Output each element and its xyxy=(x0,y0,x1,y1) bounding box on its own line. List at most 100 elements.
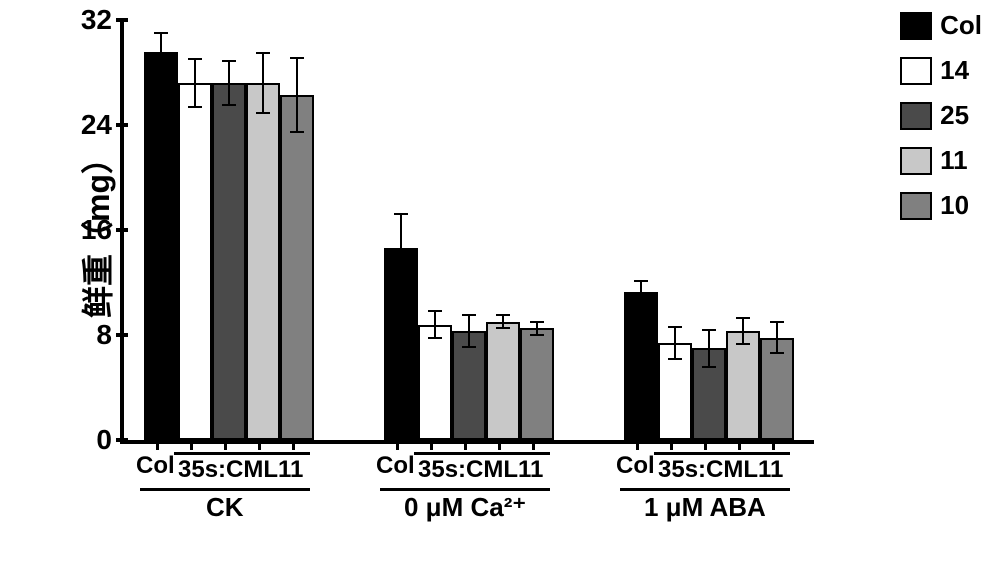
error-cap xyxy=(496,327,510,329)
error-bar xyxy=(640,281,642,302)
x-tick-mark xyxy=(258,440,261,450)
treatment-bracket xyxy=(620,488,790,491)
x-col-label: Col xyxy=(136,452,175,480)
error-cap xyxy=(428,310,442,312)
bars-layer xyxy=(124,20,814,440)
y-tick-label: 0 xyxy=(96,424,112,456)
legend-label: 14 xyxy=(940,55,969,86)
bar xyxy=(486,322,520,440)
error-cap xyxy=(530,321,544,323)
error-cap xyxy=(702,329,716,331)
error-cap xyxy=(634,301,648,303)
legend-swatch xyxy=(900,12,932,40)
legend: Col 14 25 11 10 xyxy=(900,10,982,235)
error-cap xyxy=(736,343,750,345)
legend-swatch xyxy=(900,147,932,175)
error-cap xyxy=(702,366,716,368)
x-col-label: Col xyxy=(376,452,415,480)
group-label: 35s:CML11 xyxy=(178,456,303,484)
error-cap xyxy=(770,321,784,323)
error-cap xyxy=(668,358,682,360)
legend-swatch xyxy=(900,57,932,85)
legend-label: 11 xyxy=(940,145,968,176)
error-cap xyxy=(188,106,202,108)
legend-item: 14 xyxy=(900,55,982,86)
chart-container: 鲜重（mg） 08162432 Col35s:CML11CKCol35s:CML… xyxy=(0,0,1000,566)
error-cap xyxy=(634,280,648,282)
error-bar xyxy=(674,327,676,359)
y-tick-label: 32 xyxy=(81,4,112,36)
legend-label: 10 xyxy=(940,190,969,221)
treatment-label: 1 μM ABA xyxy=(644,492,766,523)
group-bracket xyxy=(174,452,310,455)
bar xyxy=(520,328,554,440)
bar xyxy=(178,83,212,440)
error-bar xyxy=(708,330,710,367)
bar xyxy=(624,292,658,440)
group-label: 35s:CML11 xyxy=(658,456,783,484)
group-bracket xyxy=(414,452,550,455)
error-cap xyxy=(222,60,236,62)
y-tick-label: 16 xyxy=(81,214,112,246)
x-col-label: Col xyxy=(616,452,655,480)
error-bar xyxy=(228,61,230,106)
error-cap xyxy=(462,314,476,316)
error-bar xyxy=(742,318,744,344)
x-tick-mark xyxy=(738,440,741,450)
error-cap xyxy=(188,58,202,60)
x-tick-mark xyxy=(292,440,295,450)
legend-item: 11 xyxy=(900,145,982,176)
bar xyxy=(726,331,760,440)
group-label: 35s:CML11 xyxy=(418,456,543,484)
bar xyxy=(212,83,246,440)
error-bar xyxy=(776,322,778,354)
x-tick-mark xyxy=(772,440,775,450)
group-bracket xyxy=(654,452,790,455)
plot-area: 08162432 xyxy=(120,20,814,444)
error-cap xyxy=(496,314,510,316)
x-tick-mark xyxy=(156,440,159,450)
error-cap xyxy=(222,104,236,106)
error-bar xyxy=(400,214,402,282)
error-bar xyxy=(296,58,298,132)
legend-swatch xyxy=(900,102,932,130)
x-tick-mark xyxy=(670,440,673,450)
x-tick-mark xyxy=(396,440,399,450)
x-tick-mark xyxy=(704,440,707,450)
error-bar xyxy=(434,311,436,337)
error-cap xyxy=(394,213,408,215)
error-cap xyxy=(736,317,750,319)
error-cap xyxy=(154,32,168,34)
y-tick-label: 24 xyxy=(81,109,112,141)
error-bar xyxy=(194,59,196,106)
x-tick-mark xyxy=(430,440,433,450)
treatment-label: 0 μM Ca²⁺ xyxy=(404,492,526,523)
treatment-bracket xyxy=(380,488,550,491)
x-tick-mark xyxy=(636,440,639,450)
error-cap xyxy=(394,282,408,284)
treatment-bracket xyxy=(140,488,310,491)
error-bar xyxy=(468,315,470,347)
error-bar xyxy=(160,33,162,70)
bar xyxy=(418,325,452,441)
error-cap xyxy=(256,52,270,54)
error-cap xyxy=(668,326,682,328)
error-cap xyxy=(530,334,544,336)
bar xyxy=(280,95,314,440)
error-cap xyxy=(428,337,442,339)
x-tick-mark xyxy=(498,440,501,450)
y-ticks: 08162432 xyxy=(4,20,124,440)
bar xyxy=(144,52,178,441)
legend-label: 25 xyxy=(940,100,969,131)
error-cap xyxy=(290,131,304,133)
legend-label: Col xyxy=(940,10,982,41)
legend-swatch xyxy=(900,192,932,220)
legend-item: 25 xyxy=(900,100,982,131)
x-tick-mark xyxy=(464,440,467,450)
error-cap xyxy=(770,352,784,354)
error-bar xyxy=(262,53,264,113)
y-tick-label: 8 xyxy=(96,319,112,351)
error-cap xyxy=(462,346,476,348)
treatment-label: CK xyxy=(206,492,244,523)
x-tick-mark xyxy=(532,440,535,450)
